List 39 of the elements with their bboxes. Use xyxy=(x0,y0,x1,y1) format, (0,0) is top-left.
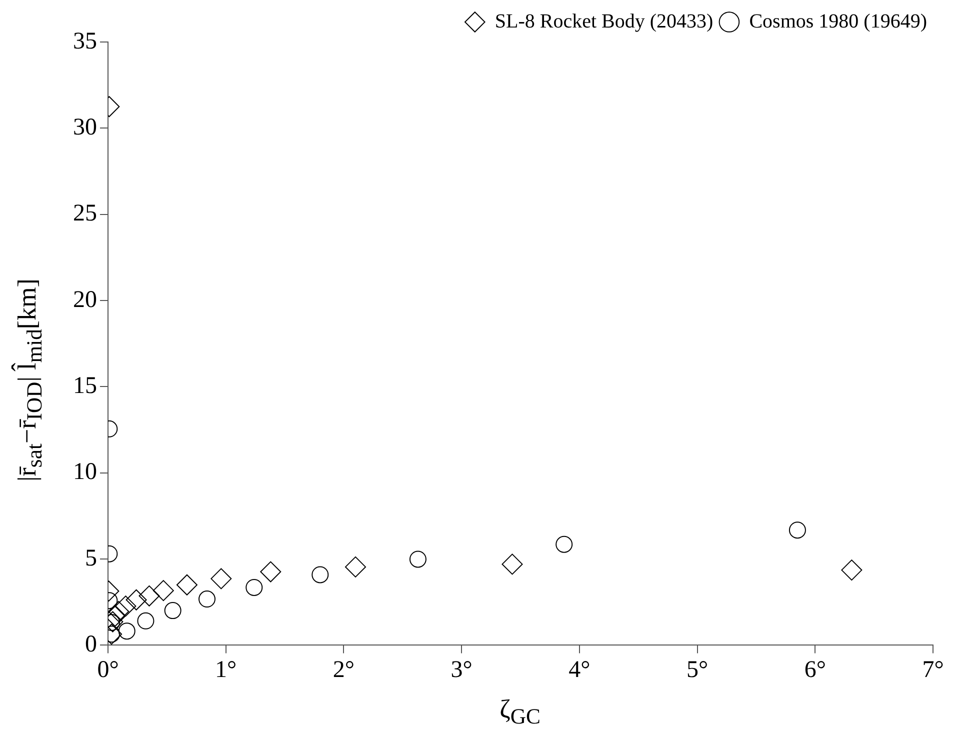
point xyxy=(788,522,806,539)
point xyxy=(118,622,136,640)
x-tick-label: 7° xyxy=(922,656,944,683)
y-tick-label: 35 xyxy=(73,28,97,54)
legend-label: SL-8 Rocket Body (20433) xyxy=(494,10,714,32)
y-tick-label: 25 xyxy=(73,200,97,227)
point xyxy=(210,568,232,590)
y-tick-label: 5 xyxy=(85,545,97,572)
point xyxy=(409,550,426,568)
point xyxy=(176,574,198,596)
x-tick-label: 2° xyxy=(332,656,355,683)
point xyxy=(246,578,263,596)
point xyxy=(115,596,136,617)
y-tick-label: 15 xyxy=(73,372,97,399)
x-tick-label: 4° xyxy=(568,656,590,683)
y-tick-label: 10 xyxy=(73,459,97,486)
y-tick-label: 0 xyxy=(85,631,97,658)
point xyxy=(126,589,147,610)
point xyxy=(345,556,366,578)
point xyxy=(260,561,282,582)
point xyxy=(312,566,329,584)
x-tick-label: 6° xyxy=(804,656,826,683)
point xyxy=(502,554,523,575)
x-tick-label: 0° xyxy=(97,656,119,683)
point xyxy=(137,612,154,630)
x-tick-label: 3° xyxy=(450,656,472,683)
legend-label: Cosmos 1980 (19649) xyxy=(749,10,928,32)
point xyxy=(108,600,130,622)
point xyxy=(164,602,182,620)
point xyxy=(198,590,216,608)
x-tick-label: 5° xyxy=(686,656,708,683)
x-axis-title: ζ$_{GC}$ xyxy=(500,694,540,730)
point xyxy=(152,580,174,602)
point xyxy=(138,585,160,606)
point xyxy=(841,560,862,581)
x-tick-label: 1° xyxy=(215,656,237,683)
y-tick-label: 20 xyxy=(73,286,97,313)
y-tick-label: 30 xyxy=(73,114,97,140)
point xyxy=(556,536,573,553)
